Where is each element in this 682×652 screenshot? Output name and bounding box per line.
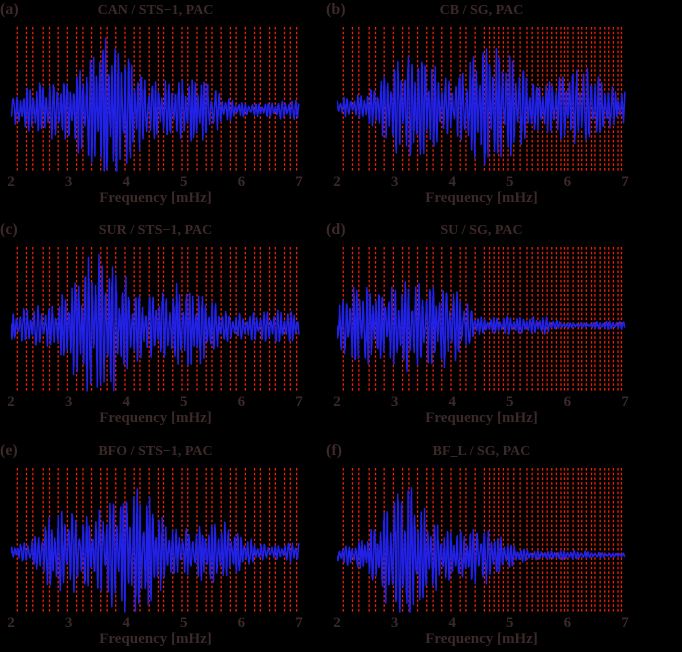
spectrum-plot-canvas [337, 247, 626, 392]
panel-letter: (e) [0, 442, 18, 459]
x-axis-label: Frequency [mHz] [99, 631, 212, 647]
x-tick-label: 5 [180, 174, 188, 190]
x-axis-ticks: 2 3 4 5 6 7 [333, 394, 629, 411]
x-tick-label: 5 [506, 394, 514, 410]
panel-title: BF_L / SG, PAC [432, 444, 531, 459]
x-tick-label: 4 [122, 394, 130, 410]
panel-title: SU / SG, PAC [440, 223, 523, 238]
panel-title: CAN / STS−1, PAC [97, 3, 214, 18]
x-tick-label: 3 [64, 174, 73, 190]
x-tick-label: 2 [7, 394, 15, 410]
spectrum-plot-canvas [337, 468, 626, 613]
panel-c: (c) SUR / STS−1, PAC 2 3 4 5 6 7 Frequency [m… [0, 222, 303, 430]
panel-title: SUR / STS−1, PAC [98, 223, 213, 238]
panel-letter: (d) [326, 221, 346, 238]
x-tick-label: 7 [295, 615, 303, 631]
spectrum-plot-canvas [337, 27, 626, 172]
panel-letter: (f) [326, 442, 342, 459]
x-tick-label: 4 [122, 615, 130, 631]
x-axis-ticks: 2 3 4 5 6 7 [7, 394, 303, 411]
spectrum-plot-canvas [11, 27, 300, 172]
x-axis-ticks: 2 3 4 5 6 7 [7, 174, 303, 191]
x-tick-label: 2 [333, 615, 341, 631]
x-tick-label: 5 [506, 174, 514, 190]
panel-title: BFO / STS−1, PAC [98, 444, 213, 459]
spectrum-plot-canvas [11, 247, 300, 392]
x-tick-label: 3 [390, 174, 399, 190]
panel-b: (b) CB / SG, PAC 2 3 4 5 6 7 Frequency [mHz] [326, 2, 629, 210]
x-axis-label: Frequency [mHz] [425, 410, 538, 426]
x-tick-label: 5 [506, 615, 514, 631]
panel-letter: (b) [326, 1, 346, 18]
x-tick-label: 6 [237, 174, 246, 190]
x-axis-label: Frequency [mHz] [425, 190, 538, 206]
x-tick-label: 7 [621, 615, 629, 631]
panel-letter: (a) [0, 1, 19, 18]
x-axis-label: Frequency [mHz] [99, 190, 212, 206]
x-tick-label: 6 [237, 615, 246, 631]
x-tick-label: 5 [180, 394, 188, 410]
x-tick-label: 2 [7, 615, 15, 631]
panel-title: CB / SG, PAC [439, 3, 524, 18]
x-tick-label: 7 [621, 394, 629, 410]
x-tick-label: 3 [390, 615, 399, 631]
x-tick-label: 2 [333, 394, 341, 410]
x-axis-ticks: 2 3 4 5 6 7 [333, 174, 629, 191]
x-tick-label: 7 [295, 174, 303, 190]
x-axis-label: Frequency [mHz] [425, 631, 538, 647]
x-tick-label: 3 [64, 394, 73, 410]
x-tick-label: 2 [333, 174, 341, 190]
x-tick-label: 4 [448, 615, 456, 631]
panel-a: (a) CAN / STS−1, PAC 2 3 4 5 6 7 Frequency [m… [0, 2, 303, 210]
x-tick-label: 7 [295, 394, 303, 410]
x-axis-ticks: 2 3 4 5 6 7 [7, 615, 303, 632]
x-tick-label: 3 [64, 615, 73, 631]
spectrum-plot-canvas [11, 468, 300, 613]
panel-e: (e) BFO / STS−1, PAC 2 3 4 5 6 7 Frequency [m… [0, 443, 303, 651]
x-tick-label: 4 [448, 394, 456, 410]
x-tick-label: 4 [122, 174, 130, 190]
x-tick-label: 6 [563, 174, 572, 190]
x-tick-label: 6 [563, 394, 572, 410]
panel-letter: (c) [0, 221, 18, 238]
x-tick-label: 6 [237, 394, 246, 410]
x-tick-label: 5 [180, 615, 188, 631]
x-tick-label: 4 [448, 174, 456, 190]
panel-f: (f) BF_L / SG, PAC 2 3 4 5 6 7 Frequency [mHz… [326, 443, 629, 651]
x-tick-label: 3 [390, 394, 399, 410]
x-axis-label: Frequency [mHz] [99, 410, 212, 426]
x-tick-label: 6 [563, 615, 572, 631]
x-tick-label: 7 [621, 174, 629, 190]
x-tick-label: 2 [7, 174, 15, 190]
panel-d: (d) SU / SG, PAC 2 3 4 5 6 7 Frequency [mHz] [326, 222, 629, 430]
x-axis-ticks: 2 3 4 5 6 7 [333, 615, 629, 632]
